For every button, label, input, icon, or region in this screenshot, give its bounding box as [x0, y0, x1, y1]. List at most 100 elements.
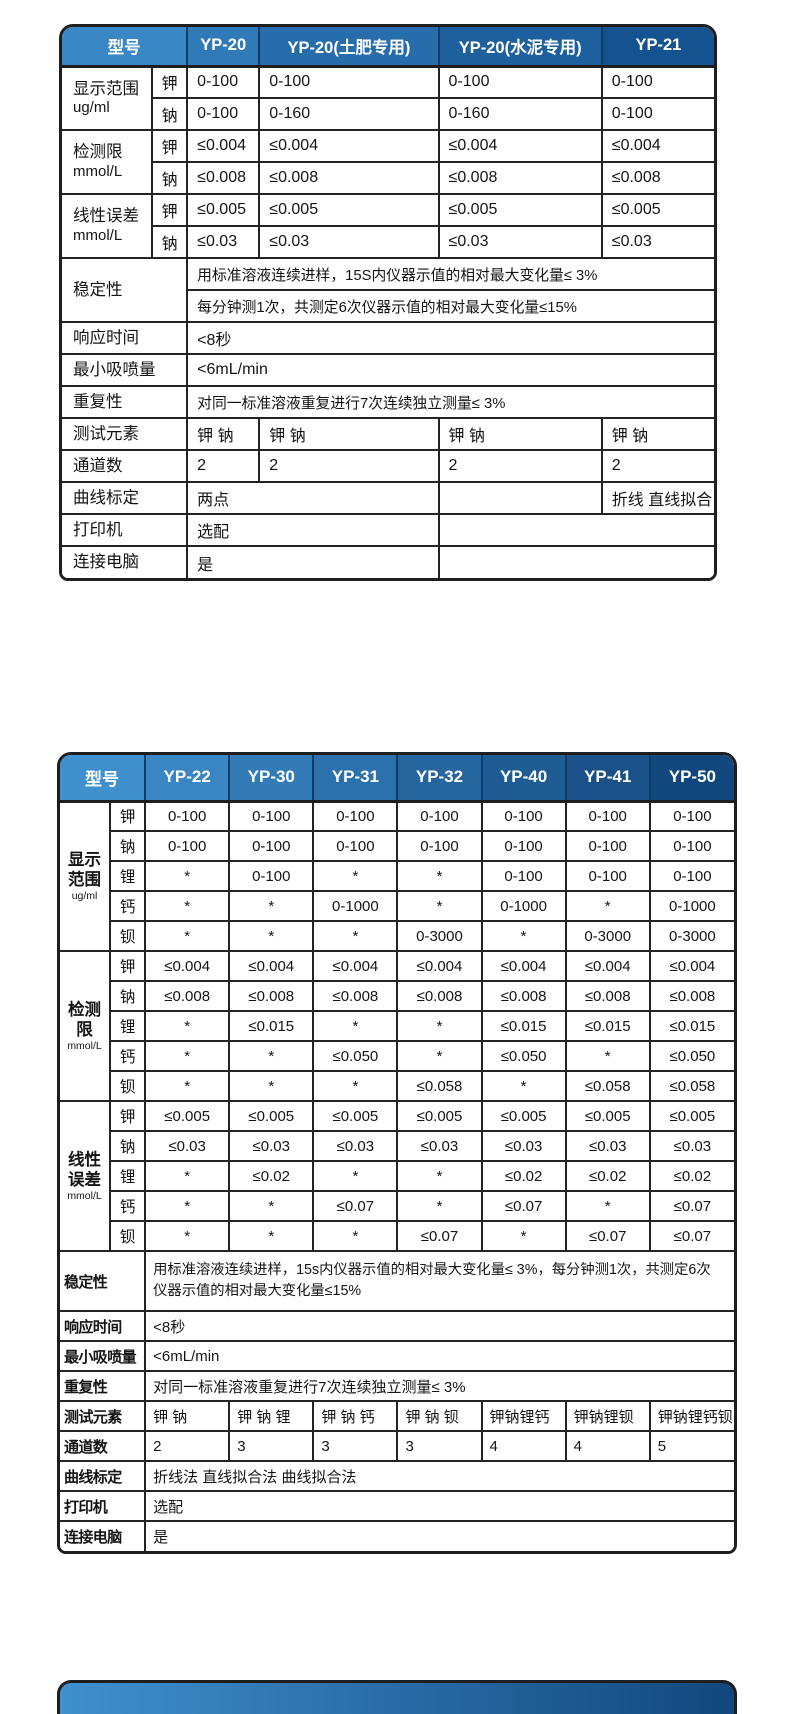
value-cell: ≤0.004 — [649, 951, 734, 982]
spec-row: 打印机 选配 — [62, 514, 714, 547]
value-cell: ≤0.008 — [187, 162, 261, 195]
element-label: 钡 — [110, 1221, 147, 1252]
spec-table-2-grid: 型号 YP-22 YP-30 YP-31 YP-32 YP-40 YP-41 YP-50 显示 … — [60, 755, 734, 1551]
value-cell: * — [145, 1191, 231, 1222]
value-cell: 3 — [313, 1431, 399, 1462]
header-cell: YP-32 — [396, 755, 482, 803]
spec-row: 钙 * * 0-1000 * 0-1000 * 0-1000 — [60, 891, 734, 922]
spec-row: 每分钟测1次，共测定6次仪器示值的相对最大变化量≤15% — [62, 290, 714, 323]
value-cell: 0-100 — [481, 861, 567, 892]
value-cell: 0-100 — [481, 831, 567, 862]
value-cell: 0-100 — [397, 831, 483, 862]
value-cell: * — [145, 891, 231, 922]
spec-row: 响应时间 <8秒 — [62, 322, 714, 355]
spec-row: 检测限 mmol/L 钾 ≤0.004 ≤0.004 ≤0.004 ≤0.004 — [62, 130, 714, 195]
value-cell: * — [481, 1221, 567, 1252]
value-cell: 钾 钠 — [145, 1401, 231, 1432]
element-label: 钾 — [152, 194, 189, 227]
value-cell: * — [229, 1041, 315, 1072]
row-label: 打印机 — [60, 1491, 147, 1522]
value-cell: ≤0.008 — [601, 162, 714, 195]
spec-row: 稳定性 用标准溶液连续进样，15S内仪器示值的相对最大变化量≤ 3% — [62, 258, 714, 323]
value-cell: ≤0.03 — [145, 1131, 231, 1162]
value-cell: 0-100 — [565, 831, 651, 862]
model-header-row: 型号 YP-22 YP-30 YP-31 YP-32 YP-40 YP-41 YP-50 — [60, 755, 734, 803]
spec-row: 重复性 对同一标准溶液重复进行7次连续独立测量≤ 3% — [60, 1371, 734, 1402]
element-label: 锂 — [110, 1161, 147, 1192]
value-cell: 钾 钠 — [438, 418, 603, 451]
spec-row: 锂 * ≤0.02 * * ≤0.02 ≤0.02 ≤0.02 — [60, 1161, 734, 1192]
value-cell: 3 — [397, 1431, 483, 1462]
element-label: 钾 — [152, 66, 189, 99]
spec-row: 连接电脑是 — [60, 1521, 734, 1551]
value-cell: * — [229, 1221, 315, 1252]
value-cell: 0-100 — [313, 831, 399, 862]
value-cell: * — [313, 921, 399, 952]
value-cell: ≤0.02 — [649, 1161, 734, 1192]
value-cell: * — [397, 891, 483, 922]
value-cell: ≤0.03 — [313, 1131, 399, 1162]
value-cell: ≤0.050 — [481, 1041, 567, 1072]
spec-row: 钠 ≤0.008 ≤0.008 ≤0.008 ≤0.008 ≤0.008 ≤0.008 ≤0.… — [60, 981, 734, 1012]
row-label: 最小吸喷量 — [60, 1341, 147, 1372]
value-cell: 0-100 — [229, 801, 315, 832]
spec-row: 钠 ≤0.008 ≤0.008 ≤0.008 ≤0.008 — [62, 162, 714, 195]
value-cell: 0-1000 — [313, 891, 399, 922]
header-cell: YP-40 — [480, 755, 566, 803]
value-cell: ≤0.004 — [397, 951, 483, 982]
value-cell: 对同一标准溶液重复进行7次连续独立测量≤ 3% — [187, 386, 714, 419]
spec-row: 测试元素钾 钠钾 钠 锂钾 钠 钙钾 钠 钡钾钠锂钙 钾钠锂钡 钾钠锂钙钡 — [60, 1401, 734, 1432]
value-cell: ≤0.005 — [565, 1101, 651, 1132]
value-cell: ≤0.005 — [438, 194, 603, 227]
spec-row: 钡 * * * ≤0.07 * ≤0.07 ≤0.07 — [60, 1221, 734, 1252]
value-cell: ≤0.004 — [565, 951, 651, 982]
value-cell: 4 — [565, 1431, 651, 1462]
value-cell: * — [145, 921, 231, 952]
spec-table-1-grid: 型号 YP-20 YP-20(土肥专用) YP-20(水泥专用) YP-21 显示范围 ug… — [62, 27, 714, 578]
value-cell: ≤0.005 — [649, 1101, 734, 1132]
row-label: 检测 限 mmol/L — [60, 951, 112, 1102]
value-cell: ≤0.005 — [481, 1101, 567, 1132]
value-cell: * — [565, 891, 651, 922]
value-cell: * — [145, 861, 231, 892]
header-cell: YP-20(土肥专用) — [258, 27, 439, 68]
value-cell: * — [229, 891, 315, 922]
value-cell: 0-100 — [565, 861, 651, 892]
element-label: 钙 — [110, 1191, 147, 1222]
spec-row: 打印机 选配 — [60, 1491, 734, 1522]
row-label: 连接电脑 — [62, 546, 189, 578]
value-cell: 选配 — [187, 514, 440, 547]
spec-row: 测试元素钾 钠钾 钠钾 钠钾 钠 — [62, 418, 714, 451]
value-cell: 用标准溶液连续进样，15S内仪器示值的相对最大变化量≤ 3% — [187, 258, 714, 291]
element-label: 钠 — [110, 831, 147, 862]
row-label: 响应时间 — [62, 322, 189, 355]
header-cell: YP-50 — [648, 755, 734, 803]
element-label: 钠 — [152, 98, 189, 131]
row-label: 曲线标定 — [62, 482, 189, 515]
row-label: 重复性 — [62, 386, 189, 419]
value-cell: * — [397, 861, 483, 892]
value-cell: ≤0.005 — [313, 1101, 399, 1132]
element-label: 锂 — [110, 1011, 147, 1042]
row-label: 稳定性 — [60, 1251, 147, 1312]
value-cell: * — [565, 1191, 651, 1222]
next-table-header-partial — [57, 1680, 737, 1714]
spec-row: 钡 * * * 0-3000 * 0-3000 0-3000 — [60, 921, 734, 952]
header-cell: YP-21 — [600, 27, 714, 68]
value-cell: 0-100 — [313, 801, 399, 832]
value-cell: * — [481, 921, 567, 952]
value-cell: 0-100 — [145, 801, 231, 832]
spec-row: 锂 * ≤0.015 * * ≤0.015 ≤0.015 ≤0.015 — [60, 1011, 734, 1042]
row-label: 显示范围 ug/ml — [62, 66, 154, 131]
value-cell: ≤0.03 — [187, 226, 261, 259]
element-label: 钾 — [110, 1101, 147, 1132]
value-cell: 2 — [145, 1431, 231, 1462]
spec-row: 钙 * * ≤0.07 * ≤0.07 * ≤0.07 — [60, 1191, 734, 1222]
value-cell: ≤0.015 — [481, 1011, 567, 1042]
spec-row: 钠 ≤0.03 ≤0.03 ≤0.03 ≤0.03 — [62, 226, 714, 259]
value-cell: ≤0.03 — [259, 226, 440, 259]
value-cell: ≤0.02 — [229, 1161, 315, 1192]
value-cell: * — [313, 1011, 399, 1042]
value-cell: ≤0.058 — [649, 1071, 734, 1102]
value-cell: 0-1000 — [649, 891, 734, 922]
